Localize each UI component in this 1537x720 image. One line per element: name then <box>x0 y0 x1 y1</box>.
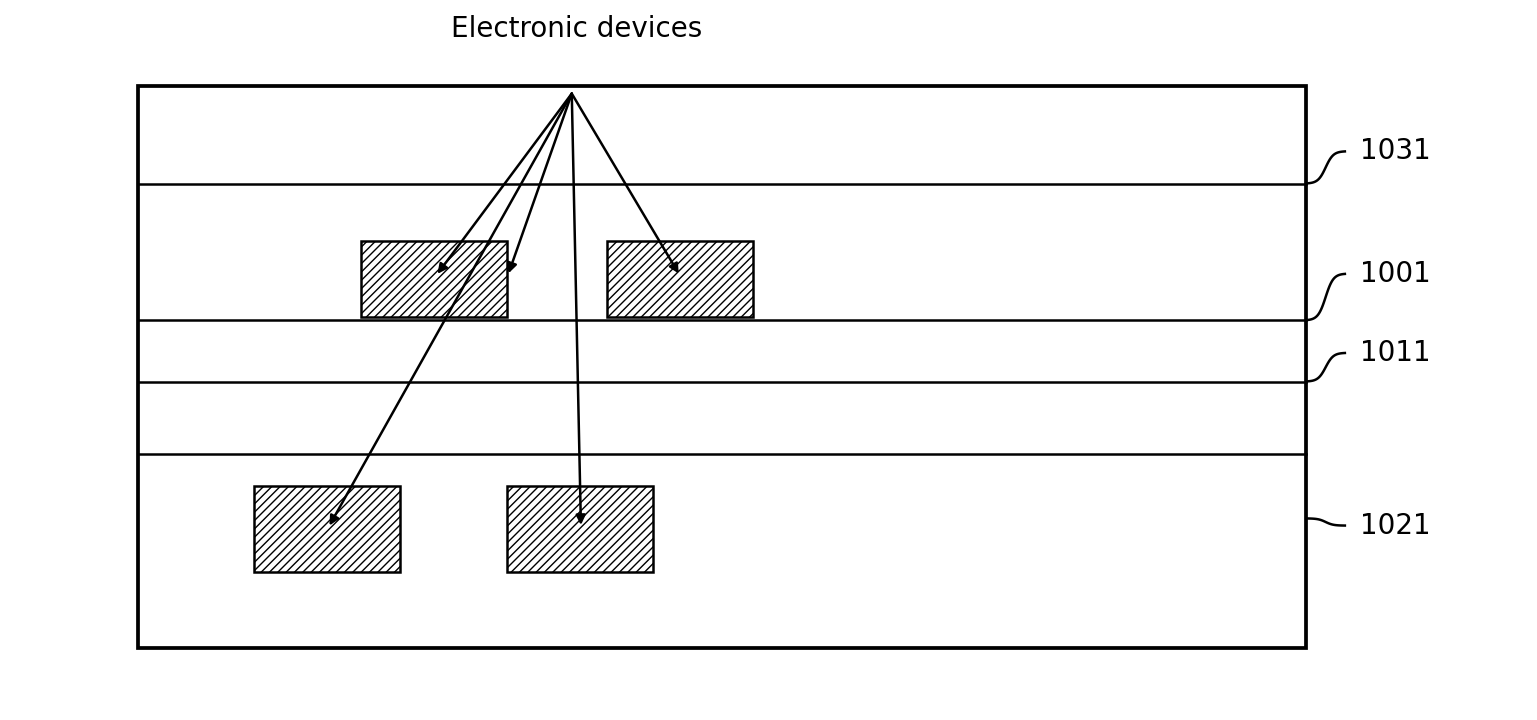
Bar <box>361 241 507 317</box>
Bar <box>254 486 400 572</box>
Bar <box>607 241 753 317</box>
Text: 1001: 1001 <box>1360 260 1431 287</box>
Bar <box>138 86 1306 648</box>
Text: 1011: 1011 <box>1360 339 1431 366</box>
Text: 1031: 1031 <box>1360 138 1431 165</box>
Text: 1021: 1021 <box>1360 512 1431 539</box>
Bar <box>507 486 653 572</box>
Text: Electronic devices: Electronic devices <box>450 15 702 43</box>
